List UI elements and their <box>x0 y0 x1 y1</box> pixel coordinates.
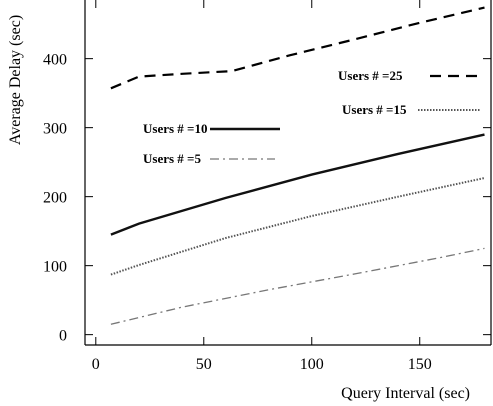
series-line <box>110 133 485 236</box>
y-tick-label: 0 <box>59 328 67 345</box>
y-tick-label: 300 <box>43 121 67 138</box>
y-axis-label: Average Delay (sec) <box>7 15 24 145</box>
x-tick-label: 100 <box>300 356 324 373</box>
y-tick-label: 100 <box>43 259 67 276</box>
series-line <box>110 6 485 90</box>
legend-label: Users # =25 <box>338 68 403 83</box>
legend-label: Users # =15 <box>342 102 407 117</box>
series-line <box>110 177 485 276</box>
y-tick-label: 400 <box>43 52 67 69</box>
x-axis-label: Query Interval (sec) <box>341 385 470 402</box>
x-tick-label: 50 <box>196 356 212 373</box>
x-tick-label: 150 <box>408 356 432 373</box>
y-tick-label: 200 <box>43 190 67 207</box>
x-tick-label: 0 <box>92 356 100 373</box>
legend-label: Users # =5 <box>143 151 201 166</box>
legend-label: Users # =10 <box>143 121 207 136</box>
series-line <box>110 247 485 325</box>
